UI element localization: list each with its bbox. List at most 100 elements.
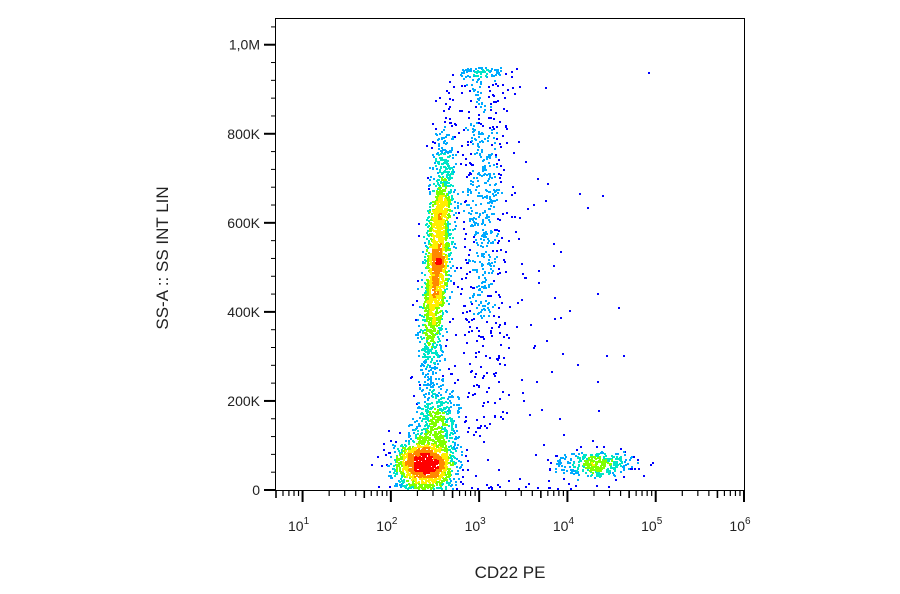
scatter-point xyxy=(425,253,427,255)
scatter-point xyxy=(431,338,433,340)
scatter-point xyxy=(400,445,402,447)
scatter-point xyxy=(480,92,482,94)
scatter-point xyxy=(471,218,473,220)
scatter-point xyxy=(480,203,482,205)
scatter-point xyxy=(587,460,589,462)
scatter-point xyxy=(456,458,458,460)
scatter-point xyxy=(482,197,484,199)
scatter-point xyxy=(457,286,459,288)
scatter-point xyxy=(412,481,414,483)
scatter-point xyxy=(473,125,475,127)
scatter-point xyxy=(453,246,455,248)
scatter-point xyxy=(608,458,610,460)
scatter-point xyxy=(483,308,485,310)
scatter-point xyxy=(498,469,500,471)
scatter-point xyxy=(427,230,429,232)
scatter-point xyxy=(476,327,478,329)
scatter-point xyxy=(613,474,615,476)
scatter-point xyxy=(419,435,421,437)
scatter-point xyxy=(468,392,470,394)
scatter-point xyxy=(442,224,444,226)
scatter-point xyxy=(438,378,440,380)
scatter-point xyxy=(525,486,527,488)
scatter-point xyxy=(494,258,496,260)
scatter-point xyxy=(490,117,492,119)
scatter-point xyxy=(445,179,447,181)
scatter-point xyxy=(437,172,439,174)
scatter-point xyxy=(446,174,448,176)
scatter-point xyxy=(451,426,453,428)
scatter-point xyxy=(418,350,420,352)
scatter-point xyxy=(620,456,622,458)
scatter-point xyxy=(498,316,500,318)
scatter-point xyxy=(436,487,438,489)
scatter-point xyxy=(451,447,453,449)
scatter-point xyxy=(434,162,436,164)
scatter-point xyxy=(608,473,610,475)
scatter-point xyxy=(429,211,431,213)
scatter-point xyxy=(489,256,491,258)
scatter-point xyxy=(402,470,404,472)
scatter-point xyxy=(494,191,496,193)
scatter-point xyxy=(480,156,482,158)
scatter-point xyxy=(600,452,602,454)
scatter-point xyxy=(474,269,476,271)
scatter-point xyxy=(422,319,424,321)
scatter-point xyxy=(479,427,481,429)
scatter-point xyxy=(474,261,476,263)
scatter-point xyxy=(595,463,597,465)
scatter-point xyxy=(604,463,606,465)
scatter-point xyxy=(445,284,447,286)
scatter-point xyxy=(432,382,434,384)
scatter-point xyxy=(521,299,523,301)
scatter-point xyxy=(417,433,419,435)
scatter-point xyxy=(470,207,472,209)
scatter-point xyxy=(424,292,426,294)
scatter-point xyxy=(465,416,467,418)
scatter-point xyxy=(424,425,426,427)
scatter-point xyxy=(405,440,407,442)
scatter-point xyxy=(431,352,433,354)
scatter-point xyxy=(439,195,441,197)
scatter-point xyxy=(468,69,470,71)
scatter-point xyxy=(417,319,419,321)
scatter-point xyxy=(441,163,443,165)
scatter-point xyxy=(455,247,457,249)
scatter-point xyxy=(440,276,442,278)
scatter-point xyxy=(483,416,485,418)
scatter-point xyxy=(381,465,383,467)
scatter-point xyxy=(428,302,430,304)
scatter-point xyxy=(436,435,438,437)
scatter-point xyxy=(481,235,483,237)
scatter-point xyxy=(435,448,437,450)
scatter-point xyxy=(433,246,435,248)
scatter-point xyxy=(553,243,555,245)
scatter-point xyxy=(436,412,438,414)
scatter-point xyxy=(432,316,434,318)
scatter-point xyxy=(428,352,430,354)
scatter-point xyxy=(434,305,436,307)
scatter-point xyxy=(491,213,493,215)
scatter-point xyxy=(489,191,491,193)
scatter-point xyxy=(443,249,445,251)
scatter-point xyxy=(448,407,450,409)
scatter-point xyxy=(447,231,449,233)
scatter-point xyxy=(476,152,478,154)
scatter-point xyxy=(460,163,462,165)
scatter-point xyxy=(619,463,621,465)
scatter-point xyxy=(393,465,395,467)
scatter-point xyxy=(597,381,599,383)
scatter-point xyxy=(459,467,461,469)
scatter-point xyxy=(445,391,447,393)
scatter-point xyxy=(439,405,441,407)
scatter-point xyxy=(426,297,428,299)
scatter-point xyxy=(432,244,434,246)
scatter-point xyxy=(470,123,472,125)
scatter-point xyxy=(424,282,426,284)
scatter-point xyxy=(482,212,484,214)
scatter-point xyxy=(411,476,413,478)
scatter-point xyxy=(440,153,442,155)
scatter-point xyxy=(415,485,417,487)
scatter-point xyxy=(482,166,484,168)
scatter-point xyxy=(458,404,460,406)
